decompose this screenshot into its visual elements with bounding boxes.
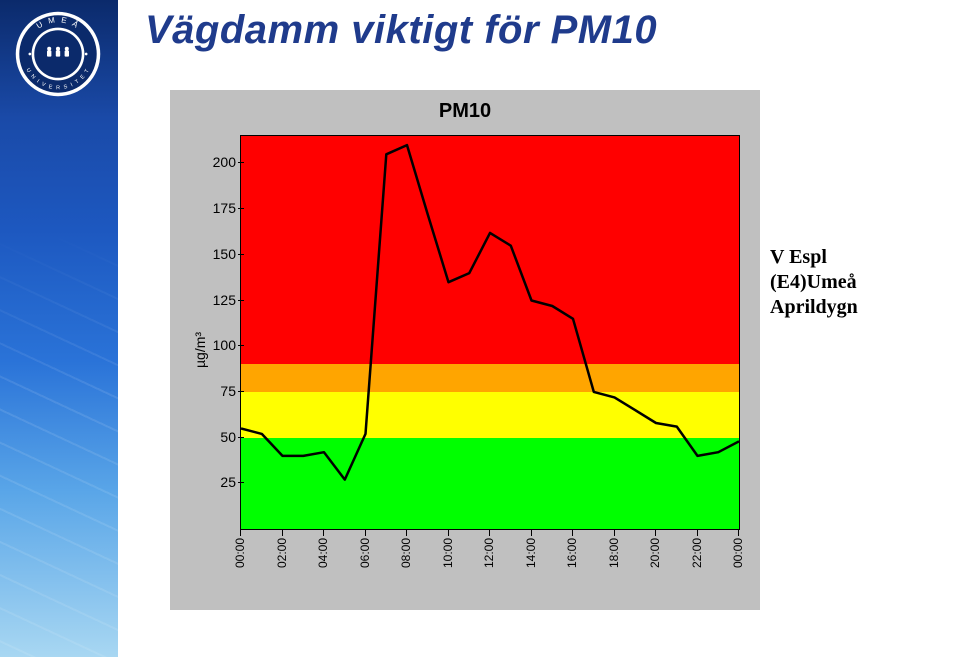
x-tick-mark [531, 530, 532, 536]
x-tick: 00:00 [731, 538, 745, 568]
y-tick: 125 [196, 292, 236, 308]
chart-plot-area [240, 135, 740, 530]
x-tick-mark [738, 530, 739, 536]
x-tick: 04:00 [316, 538, 330, 568]
y-tick: 100 [196, 337, 236, 353]
y-tick: 25 [196, 474, 236, 490]
x-tick-mark [240, 530, 241, 536]
chart-panel: PM10 µg/m³ 25507510012515017520000:0002:… [170, 90, 760, 610]
x-tick: 08:00 [399, 538, 413, 568]
slide-title: Vägdamm viktigt för PM10 [145, 8, 657, 53]
x-tick-mark [489, 530, 490, 536]
x-tick: 02:00 [275, 538, 289, 568]
x-tick-mark [572, 530, 573, 536]
y-tick: 75 [196, 383, 236, 399]
caption-line-3: Aprildygn [770, 295, 858, 320]
y-tick: 150 [196, 246, 236, 262]
side-band-rays [0, 0, 118, 657]
slide: U M E Å U N I V E R S I T E T Vägdamm vi… [0, 0, 959, 657]
y-tick: 200 [196, 154, 236, 170]
x-tick: 20:00 [648, 538, 662, 568]
chart-title: PM10 [170, 100, 760, 123]
y-tick: 175 [196, 200, 236, 216]
university-logo: U M E Å U N I V E R S I T E T [14, 10, 102, 98]
x-tick-mark [323, 530, 324, 536]
x-tick: 16:00 [565, 538, 579, 568]
x-tick: 18:00 [607, 538, 621, 568]
x-tick-mark [614, 530, 615, 536]
caption-line-1: V Espl [770, 245, 858, 270]
x-tick: 06:00 [358, 538, 372, 568]
x-tick: 14:00 [524, 538, 538, 568]
x-tick: 12:00 [482, 538, 496, 568]
x-tick: 10:00 [441, 538, 455, 568]
y-tick: 50 [196, 429, 236, 445]
x-tick-mark [697, 530, 698, 536]
x-tick: 22:00 [690, 538, 704, 568]
x-tick-mark [282, 530, 283, 536]
chart-caption: V Espl (E4)Umeå Aprildygn [770, 245, 858, 320]
data-line [241, 136, 739, 529]
side-band: U M E Å U N I V E R S I T E T [0, 0, 118, 657]
x-tick-mark [365, 530, 366, 536]
caption-line-2: (E4)Umeå [770, 270, 858, 295]
x-tick-mark [448, 530, 449, 536]
x-tick-mark [655, 530, 656, 536]
x-tick-mark [406, 530, 407, 536]
x-tick: 00:00 [233, 538, 247, 568]
